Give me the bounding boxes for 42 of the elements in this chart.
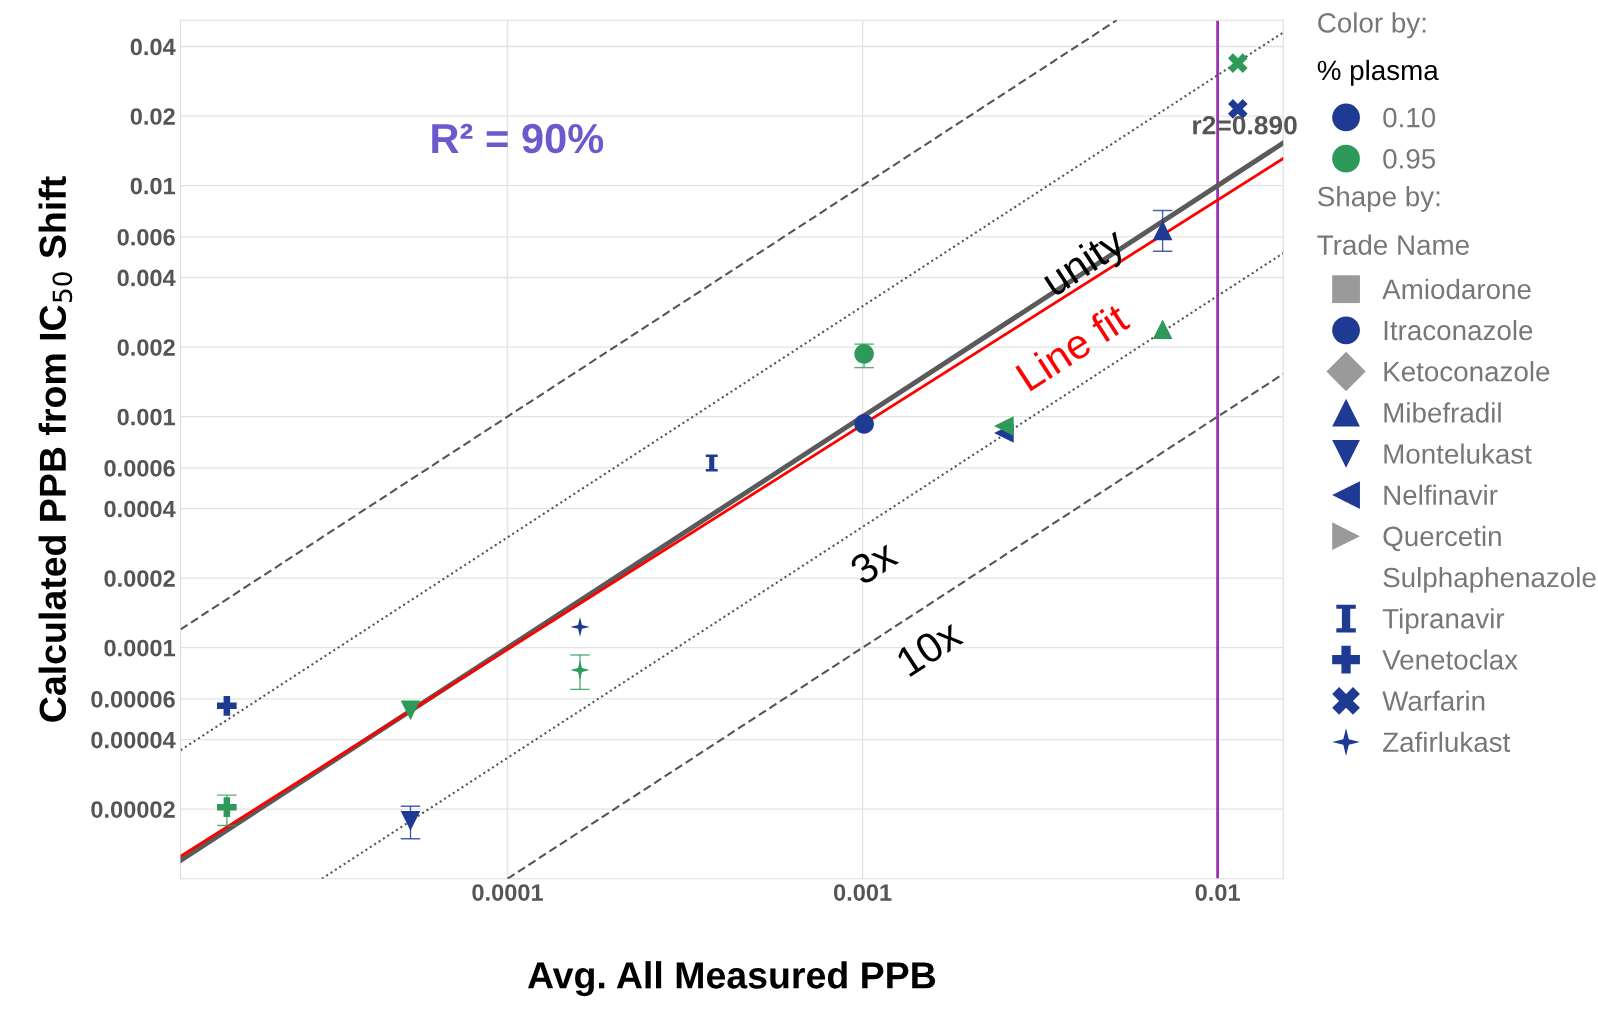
legend-label: Amiodarone [1382, 278, 1531, 300]
text: Trade Name [1317, 234, 1469, 255]
text: Shape by: [1318, 186, 1440, 212]
y-tick-label: 0.0006 [104, 459, 175, 477]
x-tick-label: 0.01 [1195, 884, 1240, 901]
text: Sulphaphenazole [1383, 566, 1596, 593]
x-tick-label: 0.001 [833, 884, 892, 901]
y-tick-label: 0.0001 [104, 639, 176, 657]
y-tick-label: 0.0002 [104, 570, 175, 587]
legend-label: 0.10 [1383, 107, 1436, 128]
y-tick-label: 0.01 [130, 177, 176, 195]
y-tick-label: 0.0004 [104, 500, 176, 518]
legend-label: Ketoconazole [1384, 361, 1550, 382]
y-tick-label: 0.00006 [91, 690, 175, 708]
legend-title: Color by: [1318, 12, 1426, 39]
legend-label: Warfarin [1382, 690, 1485, 711]
legend-label: Montelukast [1384, 443, 1532, 464]
y-tick-label: 0.001 [117, 408, 176, 426]
y-axis-title: Calculated PPB from IC$_{50}$ Shift [38, 176, 73, 722]
legend-label: Zafirlukast [1383, 731, 1511, 753]
y-tick-label: 0.006 [117, 228, 175, 246]
y-tick-label: 0.00002 [91, 801, 175, 818]
legend-label: Quercetin [1383, 525, 1501, 552]
annotation: unity [1039, 224, 1133, 304]
legend-label: Itraconazole [1384, 319, 1533, 341]
y-tick-label: 0.02 [130, 108, 175, 125]
x-axis-title: Avg. All Measured PPB [527, 961, 936, 997]
y-tick-label: 0.002 [117, 339, 175, 356]
y-tick-label: 0.004 [117, 269, 176, 287]
legend-label: 0.95 [1383, 148, 1436, 169]
legend-label: Venetoclax [1382, 649, 1518, 670]
annotation: R² = 90% [432, 123, 604, 154]
annotation: Line fit [1014, 301, 1131, 392]
legend-label: Tipranavir [1382, 608, 1505, 635]
y-tick-label: 0.00004 [91, 731, 176, 749]
legend-label: Mibefradil [1384, 402, 1501, 423]
y-tick-label: 0.04 [130, 38, 176, 56]
legend-label: Nelfinavir [1384, 484, 1498, 506]
x-tick-label: 0.0001 [472, 884, 543, 901]
annotation: 3x [848, 538, 900, 586]
text: % plasma [1317, 59, 1439, 86]
annotation: 10x [894, 617, 965, 678]
